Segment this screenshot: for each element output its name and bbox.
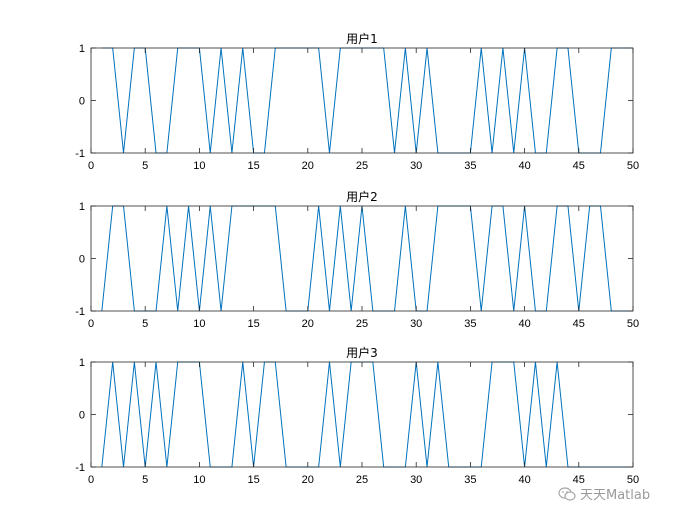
x-tick-label: 50 (627, 474, 639, 486)
x-tick-label: 25 (356, 160, 368, 172)
x-tick-label: 45 (573, 160, 585, 172)
plot-title: 用户3 (346, 345, 378, 360)
series-line (101, 47, 633, 154)
x-tick-label: 40 (518, 318, 530, 330)
y-tick-label: 0 (79, 254, 85, 266)
x-tick-label: 50 (627, 160, 639, 172)
y-tick-label: 0 (79, 96, 85, 108)
wechat-icon (558, 486, 576, 501)
x-tick-label: 40 (518, 474, 530, 486)
x-tick-label: 25 (356, 318, 368, 330)
x-tick-label: 25 (356, 474, 368, 486)
x-tick-label: 10 (193, 318, 205, 330)
watermark-text: 天天Matlab (580, 488, 651, 503)
y-tick-label: -1 (75, 306, 85, 318)
x-tick-label: 0 (88, 318, 94, 330)
x-tick-label: 10 (193, 474, 205, 486)
x-tick-label: 0 (88, 474, 94, 486)
x-tick-label: 20 (302, 318, 314, 330)
y-tick-label: 0 (79, 410, 85, 422)
x-tick-label: 45 (573, 318, 585, 330)
x-tick-label: 45 (573, 474, 585, 486)
plot-title: 用户2 (346, 189, 378, 204)
x-tick-label: 10 (193, 160, 205, 172)
x-tick-label: 5 (142, 474, 148, 486)
x-tick-label: 35 (464, 160, 476, 172)
x-tick-label: 30 (410, 474, 422, 486)
x-tick-label: 5 (142, 318, 148, 330)
x-tick-label: 15 (247, 474, 259, 486)
x-tick-label: 20 (302, 160, 314, 172)
x-tick-label: 40 (518, 160, 530, 172)
x-tick-label: 35 (464, 474, 476, 486)
x-tick-label: 5 (142, 160, 148, 172)
x-tick-label: 15 (247, 318, 259, 330)
x-tick-label: 35 (464, 318, 476, 330)
x-tick-label: 20 (302, 474, 314, 486)
x-tick-label: 30 (410, 160, 422, 172)
y-tick-label: 1 (79, 357, 85, 369)
x-tick-label: 50 (627, 318, 639, 330)
plot-title: 用户1 (346, 31, 378, 46)
x-tick-label: 15 (247, 160, 259, 172)
watermark: 天天Matlab (558, 484, 650, 503)
y-tick-label: -1 (75, 148, 85, 160)
y-tick-label: 1 (79, 201, 85, 213)
x-tick-label: 0 (88, 160, 94, 172)
x-tick-label: 30 (410, 318, 422, 330)
series-line (101, 361, 633, 468)
y-tick-label: 1 (79, 43, 85, 55)
series-line (101, 205, 633, 312)
y-tick-label: -1 (75, 462, 85, 474)
